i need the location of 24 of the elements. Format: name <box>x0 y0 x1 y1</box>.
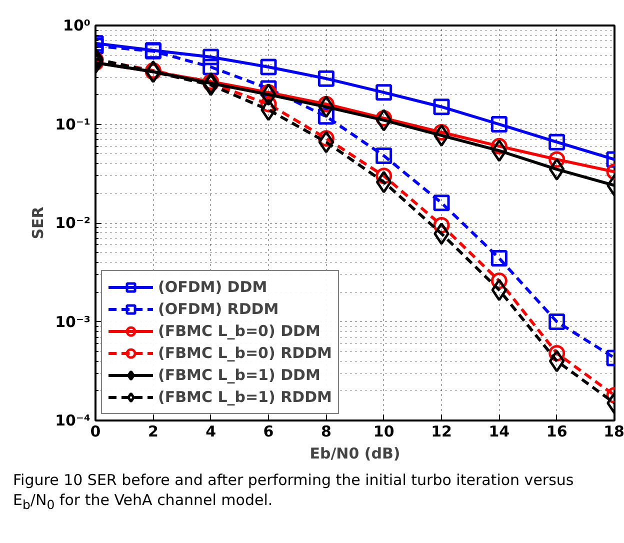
x-tick-label: 10 <box>373 422 394 440</box>
y-tick-label: 10⁻² <box>55 214 91 232</box>
x-tick-label: 18 <box>604 422 624 440</box>
x-tick-label: 4 <box>206 422 216 440</box>
y-tick-label: 10⁻¹ <box>55 115 91 134</box>
y-tick-label: 10⁰ <box>63 16 91 34</box>
x-tick-label: 8 <box>320 422 332 440</box>
caption: Figure 10 SER before and after performing the initial turbo iteration versus E$_{b}$/N$_{0}$ for the VehA channel model. <box>13 470 575 514</box>
x-tick-label: 2 <box>148 422 158 440</box>
x-tick-label: 6 <box>263 422 274 440</box>
legend-label: (OFDM) DDM <box>158 278 268 296</box>
legend-label: (FBMC L_b=1) RDDM <box>158 388 332 406</box>
x-tick-label: 14 <box>488 422 510 440</box>
legend-label: (FBMC L_b=1) DDM <box>158 366 320 384</box>
x-tick-label: 12 <box>431 422 452 440</box>
legend-label: (FBMC L_b=0) DDM <box>158 322 320 340</box>
y-axis-title: SER <box>29 206 48 240</box>
y-tick-label: 10⁻³ <box>55 312 91 331</box>
x-tick-label: 16 <box>546 422 568 440</box>
legend-label: (FBMC L_b=0) RDDM <box>158 344 332 362</box>
x-axis-title: Eb/N0 (dB) <box>310 444 400 462</box>
legend-label: (OFDM) RDDM <box>158 300 279 318</box>
y-tick-label: 10⁻⁴ <box>55 412 91 430</box>
x-tick-label: 0 <box>90 422 101 440</box>
